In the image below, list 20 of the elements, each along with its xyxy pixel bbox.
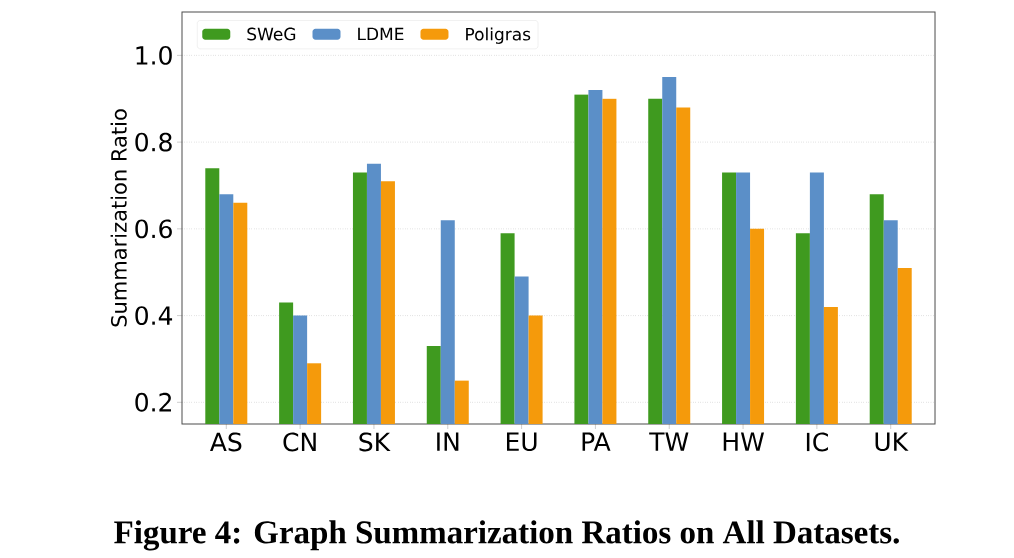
x-tick-label: AS (210, 432, 242, 452)
y-tick-label: 0.8 (135, 132, 172, 152)
x-tick-label: TW (649, 432, 689, 451)
legend-label: SWeG (247, 27, 296, 41)
legend-label: Poligras (466, 27, 531, 44)
x-tick-label: SK (359, 432, 391, 452)
x-tick-label: CN (283, 432, 316, 452)
x-tick-label: UK (875, 432, 909, 452)
y-tick-label: 0.4 (135, 306, 173, 326)
x-tick-label: IN (437, 432, 459, 451)
x-tick-label: PA (582, 432, 611, 451)
y-tick-label: 1.0 (136, 45, 172, 65)
caption: Figure 4: Graph Summarization Ratios on All Datasets. (114, 520, 899, 551)
y-axis-title: Summarization Ratio (110, 109, 127, 327)
x-tick-label: EU (506, 432, 537, 452)
y-tick-label: 0.6 (135, 219, 172, 239)
x-tick-label: HW (723, 432, 765, 451)
x-tick-label: IC (806, 432, 828, 452)
y-tick-label: 0.2 (135, 392, 171, 412)
legend-label: LDME (358, 27, 404, 41)
